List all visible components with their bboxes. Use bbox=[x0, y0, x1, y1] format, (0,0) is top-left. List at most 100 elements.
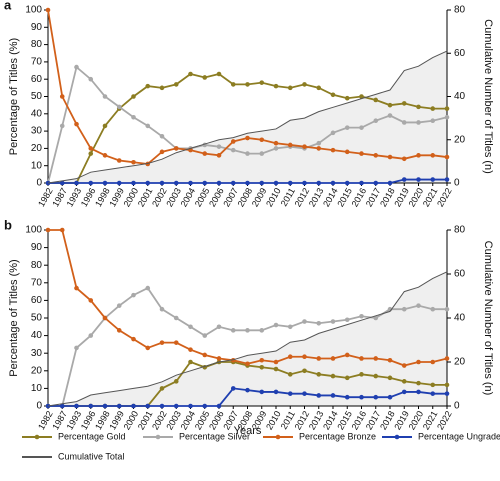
point bbox=[259, 389, 265, 395]
point bbox=[88, 333, 94, 338]
point bbox=[202, 403, 208, 409]
point bbox=[444, 154, 450, 160]
x-tick-label: 2010 bbox=[264, 186, 283, 208]
point bbox=[230, 386, 236, 391]
point bbox=[444, 106, 450, 111]
point bbox=[159, 403, 165, 409]
point bbox=[216, 71, 222, 77]
point bbox=[330, 147, 336, 153]
legend-label: Percentage Ungraded bbox=[418, 431, 500, 441]
point bbox=[131, 114, 136, 120]
point bbox=[316, 393, 322, 398]
y-tick-label: 90 bbox=[31, 242, 43, 253]
point bbox=[102, 123, 108, 129]
point bbox=[88, 403, 94, 409]
point bbox=[316, 140, 322, 146]
legend-label: Percentage Gold bbox=[58, 431, 126, 441]
point bbox=[330, 180, 336, 186]
point bbox=[373, 153, 379, 158]
y-tick-label: 100 bbox=[25, 225, 42, 236]
point bbox=[287, 180, 293, 186]
y2-tick-label: 80 bbox=[454, 5, 466, 16]
point bbox=[273, 366, 279, 372]
point bbox=[344, 95, 350, 101]
y-tick-label: 10 bbox=[31, 383, 43, 394]
point bbox=[359, 372, 364, 377]
point bbox=[202, 151, 208, 156]
point bbox=[173, 180, 179, 186]
point bbox=[287, 85, 293, 91]
point bbox=[259, 180, 265, 186]
y-tick-label: 40 bbox=[31, 108, 43, 119]
point bbox=[259, 328, 265, 333]
series-line bbox=[47, 271, 448, 407]
point bbox=[116, 303, 122, 308]
point bbox=[344, 375, 350, 381]
point bbox=[245, 387, 250, 393]
point bbox=[259, 151, 265, 156]
point bbox=[74, 64, 79, 70]
point bbox=[88, 151, 94, 156]
point bbox=[387, 357, 393, 363]
point bbox=[430, 177, 436, 182]
point bbox=[230, 328, 236, 333]
point bbox=[259, 364, 265, 370]
point bbox=[88, 146, 94, 151]
legend-marker bbox=[275, 434, 281, 440]
point bbox=[430, 118, 436, 124]
point bbox=[373, 356, 379, 361]
point bbox=[202, 180, 208, 186]
y2-axis-title: Cumulative Number of Titles (n) bbox=[482, 19, 494, 174]
point bbox=[430, 359, 436, 365]
y2-tick-label: 60 bbox=[454, 48, 466, 59]
point bbox=[359, 313, 364, 319]
point bbox=[230, 82, 236, 87]
y2-tick-label: 0 bbox=[454, 401, 460, 412]
point bbox=[401, 177, 407, 182]
point bbox=[387, 102, 393, 108]
point bbox=[344, 352, 350, 358]
y-tick-label: 60 bbox=[31, 74, 43, 85]
point bbox=[416, 303, 421, 308]
x-axis-title: Years bbox=[234, 425, 262, 437]
point bbox=[302, 180, 307, 186]
point bbox=[45, 7, 51, 13]
point bbox=[302, 144, 307, 149]
point bbox=[74, 285, 79, 291]
y2-tick-label: 80 bbox=[454, 225, 466, 236]
point bbox=[444, 356, 450, 361]
point bbox=[302, 368, 307, 374]
point bbox=[230, 139, 236, 144]
point bbox=[316, 372, 322, 377]
point bbox=[330, 319, 336, 324]
point bbox=[273, 322, 279, 328]
point bbox=[116, 158, 122, 163]
point bbox=[416, 359, 421, 365]
point bbox=[359, 180, 364, 186]
point bbox=[188, 71, 193, 77]
point bbox=[173, 403, 179, 409]
point bbox=[245, 151, 250, 156]
point bbox=[202, 352, 208, 358]
point bbox=[273, 83, 279, 89]
panel-label: a bbox=[4, 0, 12, 12]
point bbox=[145, 123, 151, 129]
point bbox=[131, 292, 136, 298]
panel-label: b bbox=[4, 217, 12, 232]
point bbox=[59, 227, 65, 233]
point bbox=[173, 146, 179, 151]
point bbox=[74, 403, 79, 409]
point bbox=[401, 120, 407, 125]
point bbox=[359, 151, 364, 156]
point bbox=[387, 113, 393, 118]
point bbox=[287, 354, 293, 360]
point bbox=[302, 82, 307, 87]
y-tick-label: 90 bbox=[31, 22, 43, 33]
y2-tick-label: 40 bbox=[454, 91, 466, 102]
point bbox=[230, 147, 236, 153]
point bbox=[287, 372, 293, 377]
point bbox=[245, 361, 250, 367]
y-tick-label: 50 bbox=[31, 91, 43, 102]
y-tick-label: 20 bbox=[31, 365, 43, 376]
point bbox=[259, 357, 265, 363]
